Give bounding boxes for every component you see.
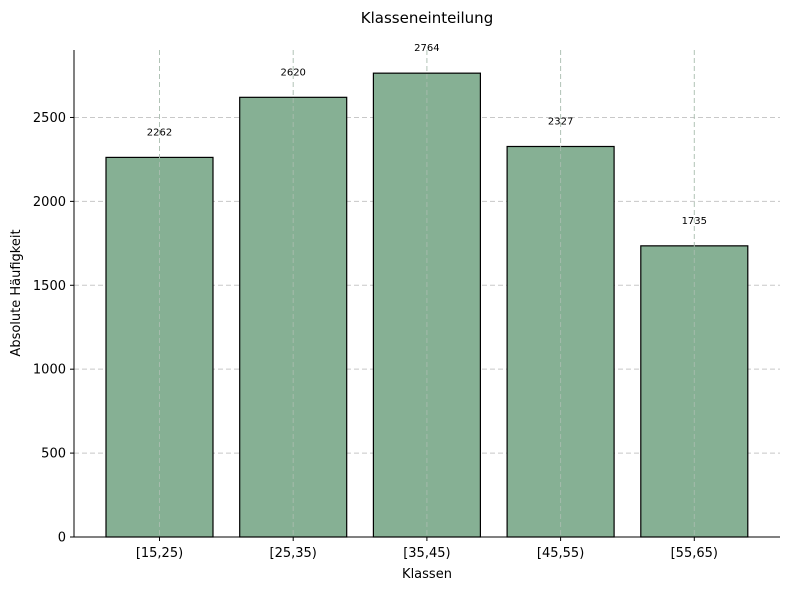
data-label: 1735 [682,216,707,227]
y-ticks: 0 500 1000 1500 2000 2500 [33,111,74,546]
vertical-grid [159,50,695,537]
x-tick-label: [45,55) [537,546,584,561]
x-tick-label: [25,35) [270,546,317,561]
y-tick-label: 1500 [33,279,66,294]
x-tick-label: [35,45) [403,546,450,561]
data-label: 2764 [414,43,439,54]
data-label: 2262 [147,127,172,138]
y-tick-label: 1000 [33,363,66,378]
x-axis-label: Klassen [402,567,452,582]
x-ticks: [15,25) [25,35) [35,45) [45,55) [55,65) [136,537,718,561]
y-tick-label: 0 [58,531,66,546]
x-tick-label: [15,25) [136,546,183,561]
y-tick-label: 2500 [33,111,66,126]
y-tick-label: 2000 [33,195,66,210]
data-label: 2620 [280,67,305,78]
data-label: 2327 [548,116,573,127]
y-tick-label: 500 [41,447,66,462]
chart-title: Klasseneinteilung [361,9,493,27]
x-tick-label: [55,65) [671,546,718,561]
data-labels: 2262 2620 2764 2327 1735 [147,43,707,227]
y-axis-label: Absolute Häufigkeit [9,229,24,356]
